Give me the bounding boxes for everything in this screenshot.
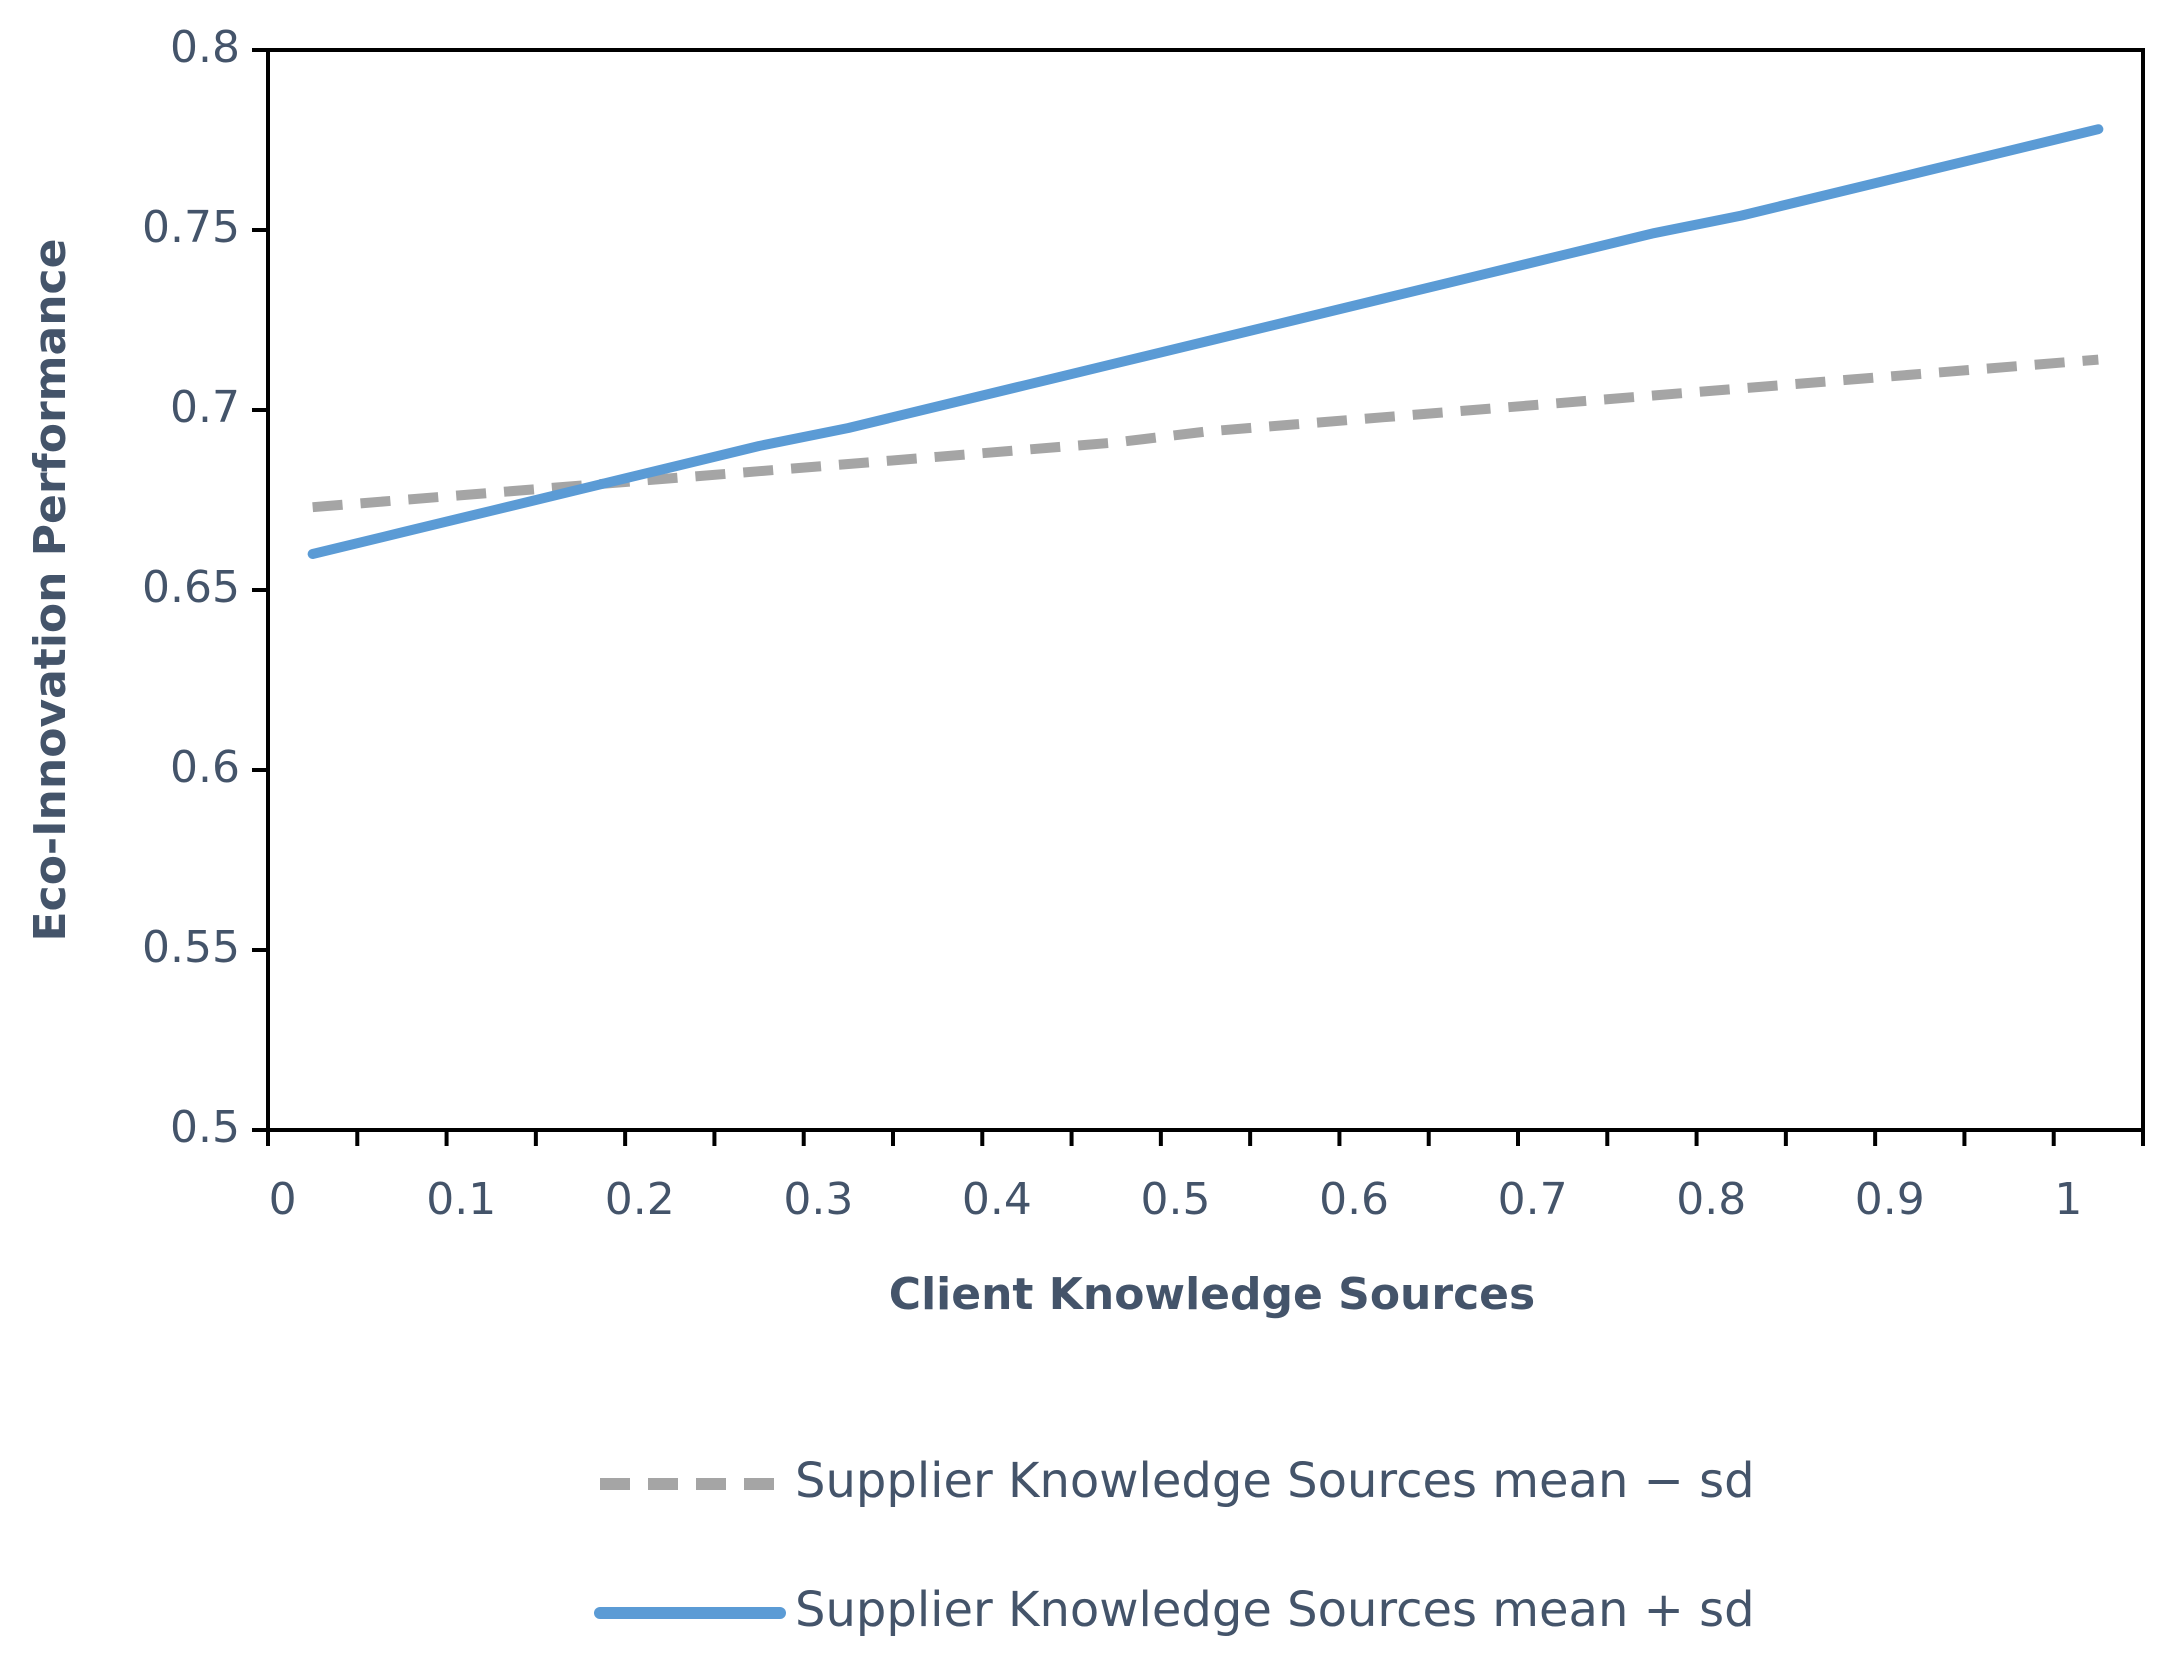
x-tick-label: 0.5 xyxy=(1141,1174,1211,1225)
x-tick-label: 0.6 xyxy=(1319,1174,1389,1225)
x-axis-title: Client Knowledge Sources xyxy=(889,1269,1535,1320)
y-tick-label: 0.6 xyxy=(170,742,240,793)
y-axis-title: Eco-Innovation Performance xyxy=(25,239,76,942)
legend-label: Supplier Knowledge Sources mean − sd xyxy=(795,1453,1755,1509)
x-tick-label: 0.3 xyxy=(783,1174,853,1225)
x-tick-label: 0.4 xyxy=(962,1174,1032,1225)
y-tick-label: 0.65 xyxy=(142,562,240,613)
y-tick-label: 0.5 xyxy=(170,1102,240,1153)
y-tick-label: 0.8 xyxy=(170,22,240,73)
y-tick-label: 0.7 xyxy=(170,382,240,433)
x-tick-label: 0 xyxy=(269,1174,297,1225)
plot-frame xyxy=(266,48,2145,1132)
x-tick-label: 0.7 xyxy=(1498,1174,1568,1225)
x-tick-label: 1 xyxy=(2054,1174,2082,1225)
x-tick-label: 0.8 xyxy=(1676,1174,1746,1225)
y-tick-label: 0.75 xyxy=(142,202,240,253)
legend-label: Supplier Knowledge Sources mean + sd xyxy=(795,1582,1755,1638)
x-tick-label: 0.9 xyxy=(1855,1174,1925,1225)
x-tick-label: 0.2 xyxy=(605,1174,675,1225)
y-tick-label: 0.55 xyxy=(142,922,240,973)
x-tick-label: 0.1 xyxy=(426,1174,496,1225)
series-line xyxy=(307,124,2104,559)
